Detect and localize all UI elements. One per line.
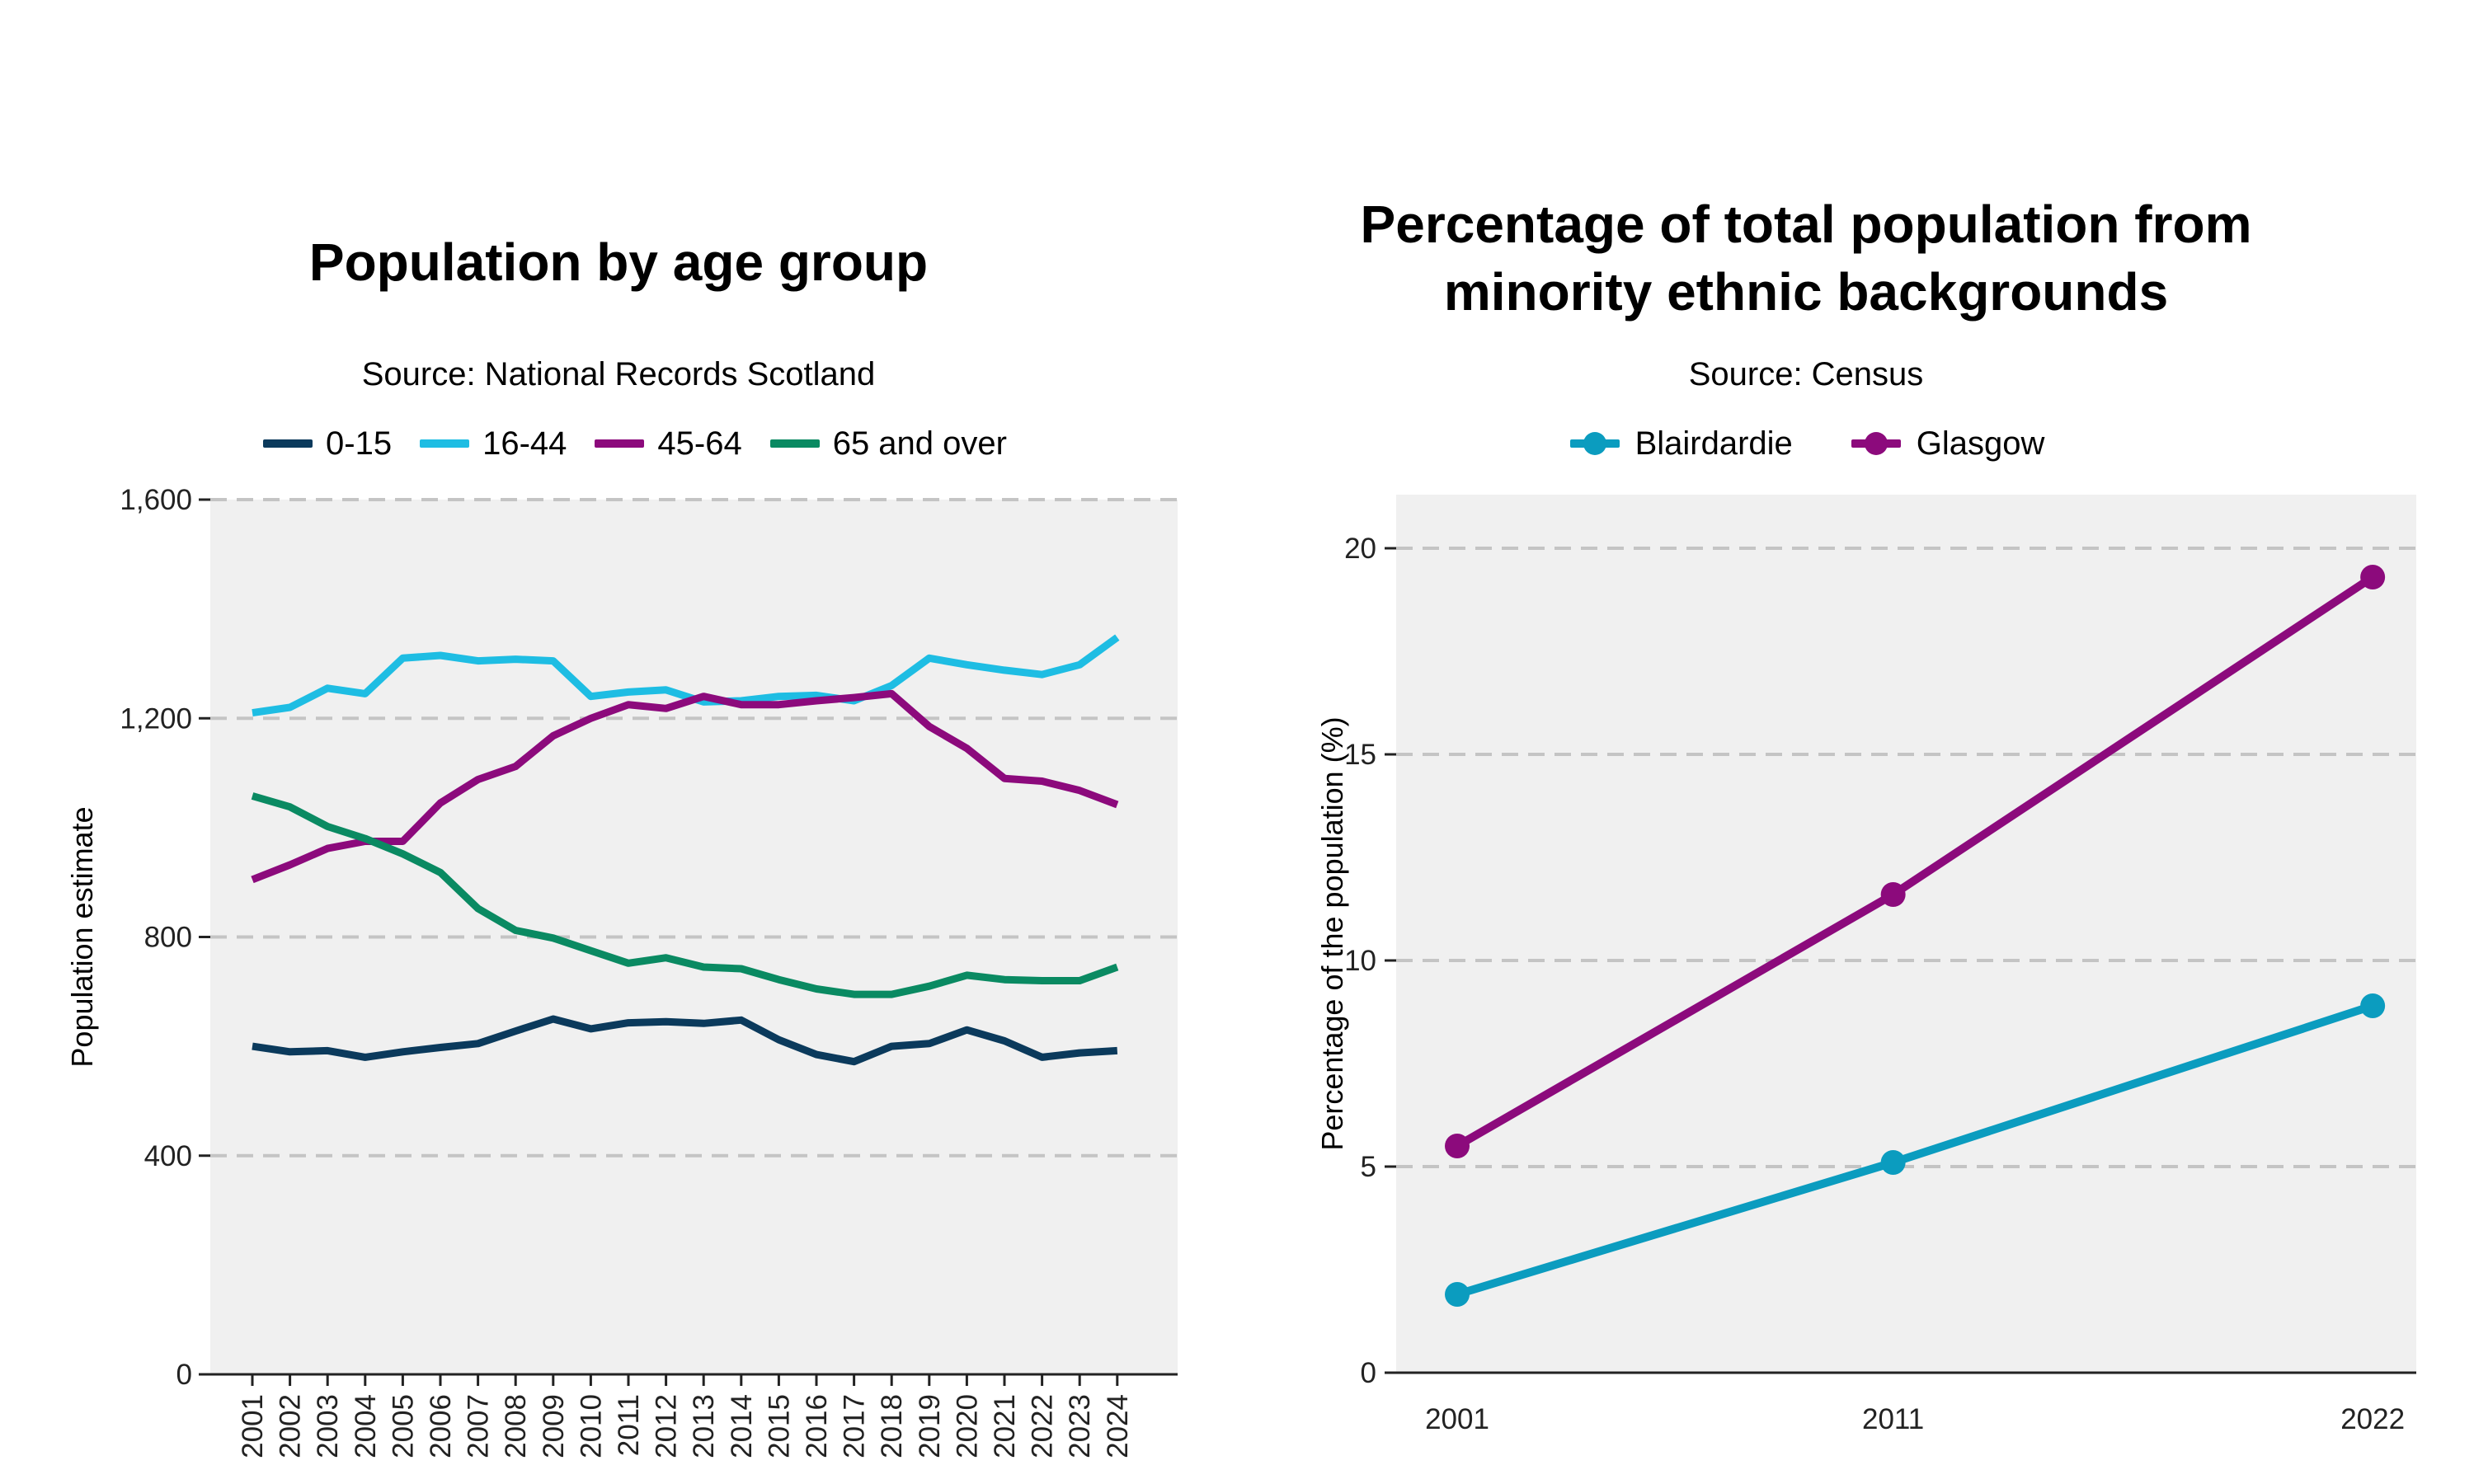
y-tick-label: 10 <box>1344 945 1376 977</box>
legend-label-16-44: 16-44 <box>482 425 567 462</box>
y-tick-label: 800 <box>144 922 192 954</box>
x-tick-label: 2012 <box>651 1394 683 1458</box>
x-tick-label: 2006 <box>425 1394 457 1458</box>
y-tick-label: 0 <box>176 1359 192 1391</box>
data-point-glasgow <box>1880 882 1906 907</box>
x-tick-label: 2002 <box>275 1394 307 1458</box>
chart-title-line-1: Percentage of total population from <box>1360 195 2252 254</box>
x-tick-label: 2009 <box>538 1394 570 1458</box>
x-tick-label: 2011 <box>613 1394 645 1456</box>
legend-key-65-over <box>769 439 820 448</box>
y-tick-label: 0 <box>1361 1357 1376 1389</box>
x-tick-label: 2022 <box>1027 1394 1059 1458</box>
series-line-45-64 <box>251 689 1119 884</box>
legend-key-glasgow <box>1849 416 1903 471</box>
chart-title-line-2: minority ethnic backgrounds <box>1443 262 2169 322</box>
x-tick-label: 2007 <box>463 1394 495 1458</box>
legend-item-glasgow: Glasgow <box>1849 416 2045 471</box>
y-tick-label: 1,600 <box>120 484 192 516</box>
data-point-glasgow <box>2360 565 2386 589</box>
legend-item-16-44: 16-44 <box>420 425 567 463</box>
legend-label-0-15: 0-15 <box>326 425 393 462</box>
age-group-chart-panel: Population by age group Source: National… <box>65 232 1178 1458</box>
x-tick-label: 2008 <box>500 1394 532 1458</box>
legend-key-blairdardie <box>1568 416 1622 471</box>
y-tick-label: 5 <box>1361 1151 1376 1183</box>
x-tick-label: 2015 <box>763 1394 795 1458</box>
x-tick-label: 2013 <box>688 1394 720 1458</box>
x-tick-label: 2005 <box>387 1394 419 1458</box>
y-tick-label: 15 <box>1344 739 1376 771</box>
legend-label-blairdardie: Blairdardie <box>1634 425 1793 462</box>
x-tick-label: 2017 <box>839 1394 871 1458</box>
data-point-glasgow <box>1445 1134 1470 1158</box>
x-tick-label: 2003 <box>312 1394 344 1458</box>
legend-key-0-15 <box>263 439 313 448</box>
legend-key-45-64 <box>595 439 645 448</box>
series-line-0-15 <box>252 1015 1118 1066</box>
x-tick-label: 2014 <box>726 1394 758 1458</box>
legend-item-65-over: 65 and over <box>769 425 1007 463</box>
x-tick-label: 2001 <box>237 1394 269 1458</box>
legend-item-0-15: 0-15 <box>263 425 392 463</box>
x-tick-label: 2024 <box>1102 1394 1134 1458</box>
y-axis-title: Percentage of the population (%) <box>1315 716 1349 1150</box>
series-line-65-and-over <box>251 792 1119 998</box>
ethnicity-chart-panel: Percentage of total population from mino… <box>1237 0 2474 1484</box>
x-tick-label: 2016 <box>801 1394 833 1458</box>
legend: Blairdardie Glasgow <box>1188 419 2425 468</box>
x-tick-label: 2019 <box>914 1394 946 1458</box>
legend-label-glasgow: Glasgow <box>1916 425 2045 462</box>
x-tick-label: 2018 <box>876 1394 908 1458</box>
y-tick-label: 400 <box>144 1140 192 1172</box>
x-tick-label: 2011 <box>1862 1403 1924 1435</box>
chart-title: Population by age group <box>308 232 929 292</box>
ethnicity-line-chart: 0 5 10 15 20 2001 2011 2022 Percentage of the po… <box>1315 495 2416 1435</box>
legend-label-45-64: 45-64 <box>657 425 742 462</box>
data-point-blairdardie <box>1445 1282 1470 1307</box>
series-line-16-44 <box>252 634 1120 717</box>
y-tick-label: 1,200 <box>120 702 192 735</box>
x-tick-label: 2001 <box>1425 1403 1489 1435</box>
chart-subtitle: Source: National Records Scotland <box>361 356 876 392</box>
legend-item-blairdardie: Blairdardie <box>1568 416 1793 471</box>
legend: 0-15 16-44 45-64 65 and over <box>16 419 1253 468</box>
data-point-blairdardie <box>1880 1150 1906 1175</box>
x-tick-label: 2004 <box>350 1394 382 1458</box>
plot-background <box>1396 495 2416 1373</box>
legend-label-65-over: 65 and over <box>832 425 1007 462</box>
x-tick-label: 2023 <box>1064 1394 1096 1458</box>
legend-item-45-64: 45-64 <box>595 425 742 463</box>
y-tick-label: 20 <box>1344 533 1376 565</box>
x-tick-label: 2010 <box>575 1394 607 1458</box>
x-tick-label: 2022 <box>2340 1403 2405 1435</box>
x-tick-label: 2020 <box>951 1394 983 1458</box>
legend-key-16-44 <box>420 439 470 448</box>
data-point-blairdardie <box>2360 993 2386 1018</box>
x-tick-label: 2021 <box>989 1394 1021 1458</box>
chart-subtitle: Source: Census <box>1688 356 1924 392</box>
y-axis-title: Population estimate <box>65 806 99 1067</box>
